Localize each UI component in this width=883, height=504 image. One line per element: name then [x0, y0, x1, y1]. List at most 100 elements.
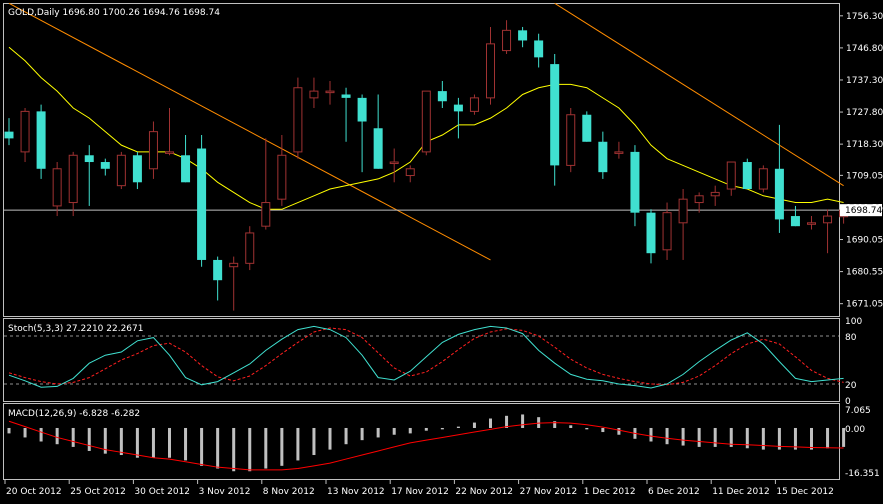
candle-body	[726, 161, 736, 190]
candle	[614, 141, 624, 159]
macd-bar	[585, 427, 589, 430]
candle-body	[405, 168, 415, 177]
stoch-panel-frame	[3, 318, 840, 402]
main-title: GOLD,Daily 1696.80 1700.26 1694.76 1698.…	[8, 8, 220, 18]
candle	[646, 209, 656, 264]
candle-body	[469, 97, 479, 112]
macd-bar	[537, 417, 541, 428]
macd-bar	[39, 427, 43, 442]
price-tick-label: 1746.80	[846, 44, 883, 54]
macd-bar	[376, 427, 380, 438]
candle	[309, 77, 319, 108]
macd-panel-frame	[3, 403, 840, 480]
candle	[742, 158, 752, 190]
candle	[486, 26, 495, 105]
candle	[774, 124, 784, 233]
macd-bar	[55, 427, 59, 445]
candle	[662, 202, 672, 260]
candle-body	[742, 162, 752, 190]
stoch-axis-label: 100	[845, 317, 862, 327]
stochastic-panel: 100 80 20 0	[4, 317, 862, 407]
candle-body	[807, 222, 816, 225]
candle-body	[453, 104, 463, 112]
candle	[678, 189, 688, 260]
candle	[197, 135, 207, 267]
macd-bar	[360, 427, 364, 441]
current-price-tag-bg	[840, 204, 882, 217]
candle-body	[277, 154, 287, 200]
macd-bar	[248, 427, 252, 472]
candle-body	[437, 91, 447, 102]
candle-body	[678, 198, 688, 224]
candle-body	[325, 90, 335, 94]
candle	[341, 87, 351, 142]
macd-bar	[810, 427, 813, 450]
candle-body	[373, 128, 383, 169]
macd-bar	[569, 425, 573, 428]
macd-axis-label: 7.065	[845, 406, 871, 416]
macd-bar	[392, 427, 396, 435]
macd-bar	[328, 427, 332, 450]
macd-bar	[280, 427, 284, 466]
macd-bar	[665, 427, 669, 445]
candle-body	[502, 29, 512, 52]
date-label: 22 Nov 2012	[455, 487, 513, 497]
candle	[293, 77, 303, 159]
date-label: 13 Nov 2012	[327, 487, 385, 497]
price-tick-label: 1671.05	[846, 300, 883, 310]
candle	[405, 165, 415, 183]
candle-body	[165, 151, 174, 154]
candle-body	[662, 212, 672, 251]
candle-body	[357, 97, 367, 122]
price-tick-label: 1727.80	[846, 108, 883, 118]
price-tick-label: 1690.05	[846, 236, 883, 246]
candle	[807, 216, 816, 230]
candle	[132, 151, 142, 190]
candle-body	[245, 232, 255, 264]
date-axis: 20 Oct 2012 25 Oct 2012 30 Oct 2012 3 Nov 2…	[4, 480, 834, 497]
candle	[469, 94, 479, 115]
macd-bar	[200, 427, 204, 466]
candle-body	[486, 43, 495, 99]
candle	[4, 118, 14, 146]
candle	[229, 256, 239, 311]
macd-bar	[681, 427, 685, 446]
date-label: 8 Nov 2012	[263, 487, 315, 497]
stoch-axis-label: 20	[845, 381, 857, 391]
macd-bar	[135, 427, 139, 458]
date-label: 3 Nov 2012	[199, 487, 251, 497]
channel-lines	[8, 2, 844, 261]
stoch-title: Stoch(5,3,3) 27.2210 22.2671	[8, 324, 143, 334]
candle	[261, 138, 271, 230]
macd-bar	[826, 427, 830, 449]
candle-body	[341, 94, 351, 98]
candle-body	[389, 161, 399, 165]
macd-bar	[456, 426, 460, 428]
candle-body	[421, 90, 431, 153]
macd-bar	[489, 418, 492, 428]
macd-bar	[264, 427, 268, 469]
candle-body	[181, 155, 191, 183]
macd-bar	[649, 427, 653, 442]
macd-bar	[424, 427, 428, 431]
macd-bar	[23, 427, 27, 438]
candle-body	[229, 262, 239, 268]
macd-bar	[119, 427, 123, 456]
candle-body	[774, 168, 784, 220]
candle	[534, 33, 544, 68]
macd-bar	[505, 415, 509, 428]
candle	[453, 97, 463, 139]
macd-bar	[761, 427, 765, 450]
candle-body	[646, 212, 656, 254]
date-label: 27 Nov 2012	[520, 487, 578, 497]
candle	[20, 108, 30, 163]
candle-body	[132, 155, 142, 183]
macd-bar	[553, 421, 557, 428]
candle	[710, 185, 720, 206]
macd-bar	[777, 427, 781, 450]
candle	[84, 145, 94, 206]
macd-bar	[440, 427, 444, 430]
candle	[213, 256, 223, 301]
